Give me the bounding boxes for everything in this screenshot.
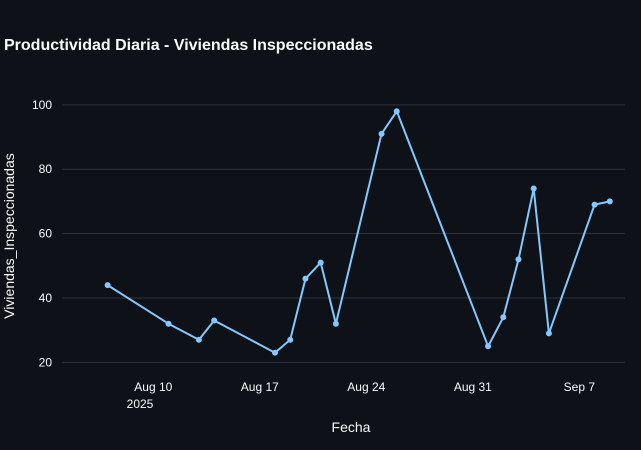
x-tick-label: Aug 10 [134, 380, 172, 394]
y-tick-label: 20 [39, 355, 53, 369]
data-point [515, 256, 522, 263]
series-line-group [107, 110, 611, 354]
data-point [378, 130, 385, 137]
data-point [485, 343, 492, 350]
chart-title: Productividad Diaria - Viviendas Inspecc… [4, 37, 373, 54]
y-tick-label: 100 [32, 98, 52, 112]
data-point [104, 282, 111, 289]
x-tick-label: Aug 24 [347, 380, 385, 394]
data-point [332, 320, 339, 327]
x-tick-year: 2025 [127, 397, 154, 411]
data-point [500, 314, 507, 321]
data-point [393, 108, 400, 115]
data-point [606, 198, 613, 205]
x-tick-label: Aug 17 [241, 380, 279, 394]
data-point [591, 201, 598, 208]
data-point [317, 259, 324, 266]
data-points [104, 108, 613, 356]
data-point [287, 336, 294, 343]
y-axis-label: Viviendas_Inspeccionadas [1, 153, 17, 319]
x-axis-label: Fecha [332, 419, 371, 435]
y-tick-label: 40 [39, 291, 53, 305]
x-axis-ticks: Aug 10 Aug 17 Aug 24 Aug 31 Sep 7 [134, 380, 595, 394]
x-tick-label: Aug 31 [454, 380, 492, 394]
data-point [195, 336, 202, 343]
y-tick-label: 80 [39, 162, 53, 176]
data-point [302, 275, 309, 282]
data-point [272, 349, 279, 356]
y-axis-ticks: 20 40 60 80 100 [32, 98, 52, 369]
x-tick-label: Sep 7 [564, 380, 596, 394]
data-point [530, 185, 537, 192]
series-line [107, 110, 611, 354]
grid-lines [62, 104, 625, 363]
data-point [545, 330, 552, 337]
y-tick-label: 60 [39, 227, 53, 241]
data-point [165, 320, 172, 327]
data-point [211, 317, 218, 324]
